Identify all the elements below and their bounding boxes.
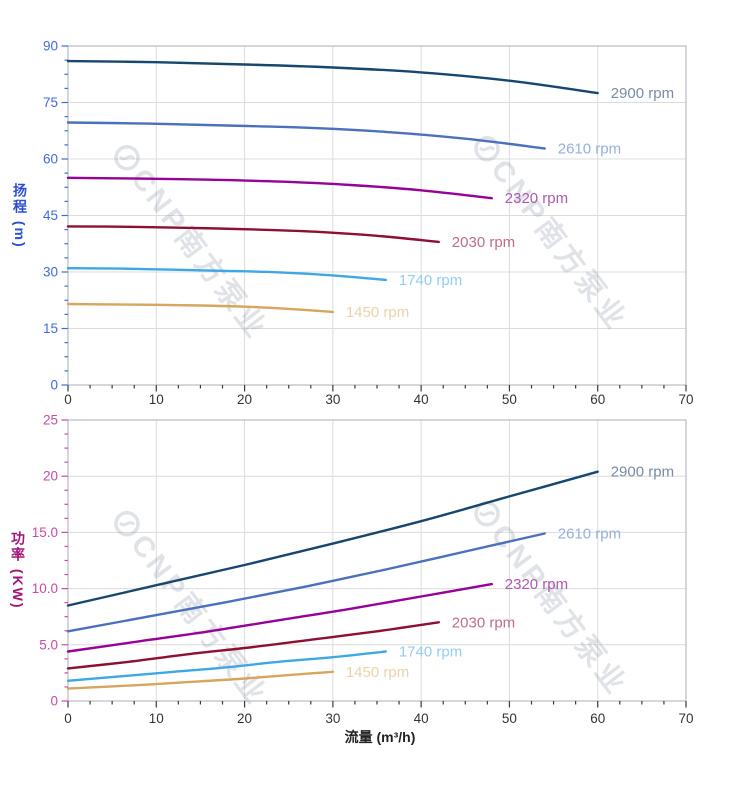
curve-2030-rpm bbox=[66, 225, 440, 244]
x-tick-label: 40 bbox=[414, 392, 429, 407]
curve-label-1740-rpm: 1740 rpm bbox=[399, 272, 462, 289]
y-tick-label: 10.0 bbox=[32, 581, 58, 596]
x-tick-label: 60 bbox=[590, 711, 605, 726]
curve-2610-rpm bbox=[66, 532, 546, 633]
cnp-logo-swirl-icon bbox=[478, 146, 496, 152]
y-tick-label: 60 bbox=[43, 152, 58, 167]
x-tick-label: 0 bbox=[64, 711, 72, 726]
y-tick-label: 0 bbox=[50, 694, 58, 709]
curve-label-1450-rpm: 1450 rpm bbox=[346, 664, 409, 681]
x-tick-label: 40 bbox=[414, 711, 429, 726]
y-tick-label: 5.0 bbox=[39, 637, 58, 652]
x-tick-label: 30 bbox=[325, 711, 340, 726]
cnp-logo-swirl-icon bbox=[118, 155, 136, 161]
cnp-logo-swirl-icon bbox=[478, 511, 496, 517]
y-tick-label: 25 bbox=[43, 413, 58, 428]
curve-2320-rpm bbox=[66, 176, 493, 200]
curve-label-1740-rpm: 1740 rpm bbox=[399, 644, 462, 661]
curve-label-2900-rpm: 2900 rpm bbox=[611, 85, 674, 102]
y-tick-label: 30 bbox=[43, 265, 58, 280]
y-tick-label: 45 bbox=[43, 208, 58, 223]
cnp-logo-icon bbox=[114, 144, 140, 171]
curve-1450-rpm bbox=[66, 302, 335, 314]
curve-1740-rpm bbox=[66, 267, 387, 282]
y-axis-ticks: 0 5.0 10.0 15.0 20 25 bbox=[32, 413, 68, 709]
watermark-text: CNP南方泵业 bbox=[124, 162, 275, 346]
head-axis-title: 扬程 (m) bbox=[12, 183, 28, 249]
y-axis-ticks: 0 15 30 45 60 75 90 bbox=[43, 39, 68, 393]
curve-label-2030-rpm: 2030 rpm bbox=[452, 234, 515, 251]
curve-label-2320-rpm: 2320 rpm bbox=[505, 190, 568, 207]
curve-label-1450-rpm: 1450 rpm bbox=[346, 304, 409, 321]
curve-1450-rpm bbox=[66, 670, 335, 690]
y-tick-label: 90 bbox=[43, 39, 58, 54]
curve-2320-rpm bbox=[66, 582, 493, 653]
y-tick-label: 15 bbox=[43, 321, 58, 336]
watermark: CNP南方泵业 bbox=[114, 144, 275, 346]
y-tick-label: 0 bbox=[50, 378, 58, 393]
x-tick-label: 0 bbox=[64, 392, 72, 407]
curve-1740-rpm bbox=[66, 650, 387, 682]
gridlines bbox=[68, 46, 686, 385]
power-axis-title: 功率 (KW) bbox=[10, 531, 26, 610]
curve-label-2610-rpm: 2610 rpm bbox=[558, 140, 621, 157]
cnp-logo-swirl-icon bbox=[118, 521, 136, 527]
x-tick-label: 50 bbox=[502, 711, 517, 726]
watermark-text: CNP南方泵业 bbox=[484, 518, 635, 702]
gridlines bbox=[68, 420, 686, 701]
curve-2900-rpm bbox=[66, 59, 599, 95]
flow-axis-title: 流量 (m³/h) bbox=[344, 729, 416, 745]
x-axis-ticks: 0 10 20 30 40 50 60 70 bbox=[64, 701, 694, 726]
x-tick-label: 70 bbox=[678, 392, 693, 407]
curve-2900-rpm bbox=[66, 470, 599, 607]
x-tick-label: 10 bbox=[149, 711, 164, 726]
curve-label-2030-rpm: 2030 rpm bbox=[452, 614, 515, 631]
cnp-logo-icon bbox=[114, 510, 140, 537]
y-tick-label: 20 bbox=[43, 469, 58, 484]
x-tick-label: 20 bbox=[237, 711, 252, 726]
curve-label-2900-rpm: 2900 rpm bbox=[611, 464, 674, 481]
y-tick-label: 15.0 bbox=[32, 525, 58, 540]
curve-2610-rpm bbox=[66, 121, 546, 150]
y-tick-label: 75 bbox=[43, 95, 58, 110]
curve-label-2610-rpm: 2610 rpm bbox=[558, 526, 621, 543]
curve-label-2320-rpm: 2320 rpm bbox=[505, 576, 568, 593]
x-axis-ticks: 0 10 20 30 40 50 60 70 bbox=[64, 385, 694, 407]
x-tick-label: 30 bbox=[325, 392, 340, 407]
x-tick-label: 70 bbox=[678, 711, 693, 726]
x-tick-label: 10 bbox=[149, 392, 164, 407]
x-tick-label: 60 bbox=[590, 392, 605, 407]
curve-2030-rpm bbox=[66, 621, 440, 670]
x-tick-label: 20 bbox=[237, 392, 252, 407]
x-tick-label: 50 bbox=[502, 392, 517, 407]
